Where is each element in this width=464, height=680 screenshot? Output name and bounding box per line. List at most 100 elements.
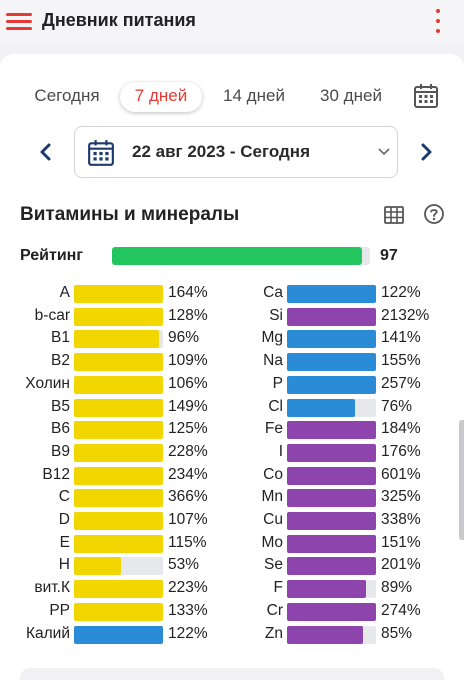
nutrient-label: B5 [51,397,70,415]
nutrient-row[interactable]: H 53% [0,556,464,578]
nutrient-percent: 96% [168,329,200,347]
nutrient-bar-fill [287,512,376,530]
nutrient-label: C [58,488,70,506]
nutrient-percent: 106% [168,374,208,392]
nutrient-row[interactable]: Калий 122% [0,625,464,647]
help-circle-icon[interactable] [423,203,445,230]
nutrient-row[interactable]: Na 155% [0,352,464,374]
chevron-left-icon[interactable] [34,138,58,166]
nutrient-label: D [58,511,70,528]
nutrient-label: Si [269,306,283,324]
nutrient-bar-fill [287,307,376,326]
nutrient-row[interactable]: P 257% [0,375,464,397]
hamburger-menu-icon[interactable] [6,12,34,32]
nutrient-row[interactable]: D 107% [0,511,464,533]
nutrient-bar-fill [74,625,163,644]
nutrient-row[interactable]: Mn 325% [0,488,464,510]
nutrient-label: E [59,533,70,551]
nutrient-row[interactable]: Se 201% [0,556,464,578]
scrollbar[interactable] [459,420,464,540]
chevron-right-icon[interactable] [414,138,438,166]
nutrient-bar-fill [287,285,376,303]
nutrient-bar [74,602,163,621]
nutrient-bar-fill [74,375,163,394]
nutrient-label: B2 [51,352,70,370]
nutrient-row[interactable]: Mo 151% [0,534,464,556]
nutrient-row[interactable]: E 115% [0,534,464,556]
nutrient-bar-fill [74,398,163,417]
nutrient-row[interactable]: Холин 106% [0,375,464,397]
nutrient-bar [74,466,163,485]
nutrient-percent: 122% [168,624,208,642]
nutrient-percent: 53% [168,556,200,574]
nutrient-row[interactable]: PP 133% [0,602,464,624]
nutrient-row[interactable]: Si 2132% [0,307,464,329]
nutrient-row[interactable]: Co 601% [0,466,464,488]
nutrient-label: Fe [264,420,283,438]
more-vertical-icon[interactable] [434,8,442,36]
nutrient-row[interactable]: Cu 338% [0,511,464,533]
tab-30-days[interactable]: 30 дней [320,86,382,105]
nutrient-percent: 274% [381,601,421,619]
nutrient-bar-fill [287,557,376,576]
nutrient-row[interactable]: B2 109% [0,352,464,374]
table-icon[interactable] [383,204,405,231]
nutrient-percent: 223% [168,579,208,597]
nutrient-bar [287,330,376,349]
section-title: Витамины и минералы [20,204,240,225]
nutrient-row[interactable]: Cr 274% [0,602,464,624]
rating-label: Рейтинг [20,247,84,264]
nutrient-bar-fill [287,534,376,553]
tab-14-days[interactable]: 14 дней [223,86,285,105]
nutrient-row[interactable]: Cl 76% [0,398,464,420]
nutrient-row[interactable]: B5 149% [0,398,464,420]
nutrient-label: Mn [261,488,283,506]
nutrient-bar-fill [74,512,163,530]
nutrient-row[interactable]: Mg 141% [0,329,464,351]
tab-7-days[interactable]: 7 дней [120,82,202,112]
nutrient-label: B6 [51,420,70,438]
nutrient-percent: 151% [381,533,421,551]
nutrient-row[interactable]: A 164% [0,284,464,306]
nutrient-row[interactable]: Fe 184% [0,420,464,442]
nutrient-bar [74,534,163,553]
nutrient-percent: 257% [381,374,421,392]
next-section-edge [20,668,444,680]
nutrient-percent: 122% [381,284,421,301]
nutrient-row[interactable]: B9 228% [0,443,464,465]
nutrient-row[interactable]: вит.К 223% [0,579,464,601]
date-range-select[interactable]: 22 авг 2023 - Сегодня [74,126,398,178]
nutrient-row[interactable]: B1 96% [0,329,464,351]
nutrient-bar [287,512,376,530]
nutrient-bar-fill [287,375,376,394]
nutrient-label: Mg [261,329,283,347]
nutrient-row[interactable]: b-car 128% [0,307,464,329]
nutrient-bar-fill [287,625,363,644]
nutrient-bar [287,443,376,462]
nutrient-bar [74,307,163,326]
nutrient-bar [287,557,376,576]
nutrient-bar [287,375,376,394]
nutrient-bar-fill [74,466,163,485]
nutrient-percent: 149% [168,397,208,415]
nutrient-percent: 164% [168,284,208,301]
nutrient-row[interactable]: B6 125% [0,420,464,442]
nutrient-row[interactable]: B12 234% [0,466,464,488]
nutrient-label: PP [49,601,70,619]
nutrient-percent: 155% [381,352,421,370]
calendar-icon[interactable] [413,83,439,114]
rating-value: 97 [380,247,398,264]
app-title: Дневник питания [42,10,196,30]
nutrient-bar-fill [74,421,163,440]
nutrient-row[interactable]: C 366% [0,488,464,510]
nutrient-row[interactable]: Zn 85% [0,625,464,647]
nutrient-row[interactable]: F 89% [0,579,464,601]
nutrient-percent: 133% [168,601,208,619]
app-bar: Дневник питания [0,0,464,44]
nutrient-bar [74,489,163,508]
nutrient-row[interactable]: I 176% [0,443,464,465]
nutrient-bar [287,285,376,303]
nutrient-row[interactable]: Ca 122% [0,284,464,306]
nutrient-bar [74,375,163,394]
tab-today[interactable]: Сегодня [34,86,100,105]
